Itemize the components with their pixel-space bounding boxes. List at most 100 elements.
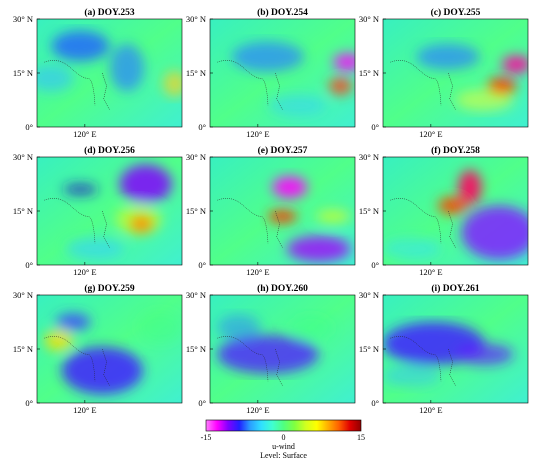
x-tick-label: 120° E — [73, 405, 96, 415]
y-tick-label: 30° N — [359, 14, 379, 24]
wind-anomaly — [268, 209, 297, 223]
map-panel-h: (h) DOY.260 30° N 15° N 0° 120° E — [186, 283, 356, 415]
wind-anomaly — [119, 164, 172, 204]
map-panel-e: (e) DOY.257 30° N 15° N 0° 120° E — [186, 145, 356, 277]
panel-title: (b) DOY.254 — [257, 7, 308, 18]
y-tick-label: 30° N — [13, 290, 33, 300]
wind-anomaly — [138, 311, 182, 344]
coastline — [44, 198, 110, 248]
wind-anomaly — [268, 94, 326, 117]
map-panel-b: (b) DOY.254 30° N 15° N 0° 120° E — [186, 7, 356, 139]
wind-anomaly — [272, 176, 308, 199]
panel-title: (g) DOY.259 — [84, 283, 135, 294]
wind-anomaly — [455, 89, 514, 111]
map-panel-g: (g) DOY.259 30° N 15° N 0° 120° E — [13, 283, 183, 415]
coastline — [390, 336, 456, 386]
y-tick-label: 15° N — [359, 206, 379, 216]
panel-title: (a) DOY.253 — [84, 7, 135, 18]
wind-anomaly — [458, 169, 482, 205]
wind-anomaly — [44, 329, 74, 352]
x-tick-label: 120° E — [246, 405, 269, 415]
map-panel-d: (d) DOY.256 30° N 15° N 0° 120° E — [13, 145, 183, 277]
y-tick-label: 15° N — [186, 68, 206, 78]
wind-anomaly — [55, 313, 91, 331]
colorbar-tick-label: 0 — [282, 433, 286, 442]
y-tick-label: 0° — [25, 122, 33, 132]
field-background — [383, 19, 528, 127]
wind-anomaly — [438, 196, 468, 215]
wind-anomaly — [455, 343, 514, 366]
x-tick-label: 120° E — [73, 129, 96, 139]
y-tick-label: 15° N — [359, 68, 379, 78]
wind-anomaly — [333, 53, 355, 71]
y-tick-label: 30° N — [186, 14, 206, 24]
x-tick-label: 120° E — [73, 267, 96, 277]
colorbar-variable: u-wind — [272, 442, 295, 451]
wind-anomaly — [289, 314, 334, 341]
x-tick-label: 120° E — [246, 129, 269, 139]
y-tick-label: 15° N — [186, 344, 206, 354]
wind-anomaly — [461, 205, 528, 260]
colorbar-level: Level: Surface — [260, 451, 307, 460]
wind-anomaly — [66, 238, 124, 260]
wind-anomaly — [217, 314, 261, 341]
y-tick-label: 0° — [371, 398, 379, 408]
y-tick-label: 0° — [371, 260, 379, 270]
wind-anomaly — [383, 365, 441, 387]
y-tick-label: 30° N — [13, 14, 33, 24]
panel-title: (e) DOY.257 — [258, 145, 308, 156]
wind-anomaly — [501, 55, 528, 73]
wind-anomaly — [109, 43, 145, 92]
panel-title: (i) DOY.261 — [431, 283, 479, 294]
wind-anomaly — [328, 77, 353, 95]
y-tick-label: 15° N — [13, 206, 33, 216]
y-tick-label: 30° N — [359, 152, 379, 162]
y-tick-label: 0° — [371, 122, 379, 132]
coastline — [217, 336, 283, 386]
wind-anomaly — [37, 65, 74, 92]
wind-anomaly — [115, 204, 162, 235]
wind-anomaly — [383, 238, 441, 260]
x-tick-label: 120° E — [419, 267, 442, 277]
x-tick-label: 120° E — [419, 405, 442, 415]
colorbar-tick-label: 15 — [357, 433, 365, 442]
map-panel-i: (i) DOY.261 30° N 15° N 0° 120° E — [359, 283, 529, 415]
y-tick-label: 30° N — [186, 152, 206, 162]
y-tick-label: 15° N — [13, 68, 33, 78]
y-tick-label: 30° N — [186, 290, 206, 300]
y-tick-label: 30° N — [13, 152, 33, 162]
y-tick-label: 30° N — [359, 290, 379, 300]
panel-title: (h) DOY.260 — [257, 283, 308, 294]
y-tick-label: 15° N — [186, 206, 206, 216]
y-tick-label: 0° — [25, 260, 33, 270]
x-tick-label: 120° E — [419, 129, 442, 139]
y-tick-label: 0° — [198, 398, 206, 408]
colorbar-tick-label: -15 — [201, 433, 212, 442]
wind-anomaly — [61, 346, 143, 395]
coastline — [217, 60, 283, 110]
wind-anomaly — [315, 209, 351, 223]
colorbar-ramp — [205, 419, 362, 432]
coastline — [390, 60, 456, 110]
coastline — [390, 198, 456, 248]
wind-anomaly — [217, 334, 319, 374]
wind-anomaly — [416, 43, 481, 70]
y-tick-label: 15° N — [359, 344, 379, 354]
coastline — [217, 198, 283, 248]
coastline — [44, 336, 110, 386]
y-tick-label: 0° — [198, 260, 206, 270]
panel-title: (f) DOY.258 — [431, 145, 480, 156]
wind-anomaly — [163, 70, 182, 97]
wind-anomaly — [51, 30, 110, 62]
coastline — [44, 60, 110, 110]
panel-title: (d) DOY.256 — [84, 145, 135, 156]
x-tick-label: 120° E — [246, 267, 269, 277]
y-tick-label: 0° — [198, 122, 206, 132]
wind-anomaly — [231, 41, 305, 72]
panel-title: (c) DOY.255 — [431, 7, 481, 18]
map-panel-c: (c) DOY.255 30° N 15° N 0° 120° E — [359, 7, 529, 139]
y-tick-label: 15° N — [13, 344, 33, 354]
map-panel-a: (a) DOY.253 30° N 15° N 0° 120° E — [13, 7, 183, 139]
